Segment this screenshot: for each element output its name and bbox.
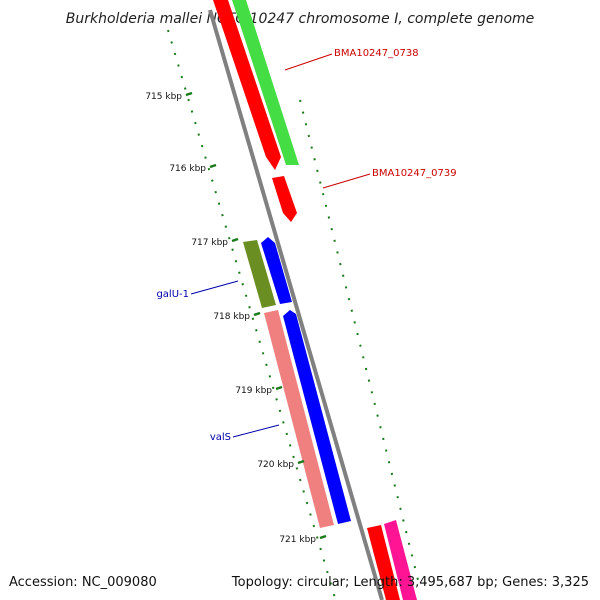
tick-label: 715 kbp (145, 92, 182, 102)
inner-scale-track (167, 29, 336, 599)
leader-line-galu1 (190, 280, 239, 295)
gene-label-bma0739[interactable]: BMA10247_0739 (372, 168, 457, 179)
tick-label: 720 kbp (257, 460, 294, 470)
tick-label: 721 kbp (279, 535, 316, 545)
leader-line-vals (232, 424, 280, 438)
gene-label-galu1[interactable]: galU-1 (156, 289, 189, 300)
leader-line-bma0739 (322, 173, 371, 189)
gene-bar-green-1[interactable] (232, 0, 299, 165)
scale-ticks: 715 kbp 716 kbp 717 kbp 718 kbp 719 kbp 720 k… (145, 91, 327, 545)
gene-bar-red-2[interactable] (272, 176, 297, 222)
gene-bar-red-3[interactable] (367, 525, 400, 600)
gene-label-bma0738[interactable]: BMA10247_0738 (334, 48, 419, 59)
tick-mark (209, 163, 217, 169)
tick-mark (253, 311, 261, 317)
tick-label: 716 kbp (169, 164, 206, 174)
gene-bar-red-1[interactable] (213, 0, 281, 170)
tick-label: 717 kbp (191, 238, 228, 248)
gene-bar-pink[interactable] (264, 310, 334, 528)
backbone-line (208, 9, 384, 600)
tick-mark (275, 385, 283, 391)
gene-bar-magenta[interactable] (384, 520, 417, 600)
gene-label-vals[interactable]: valS (210, 432, 231, 443)
map-title: Burkholderia mallei NCTC 10247 chromosom… (66, 11, 535, 27)
gene-bar-olive[interactable] (243, 240, 276, 308)
tick-mark (231, 237, 239, 243)
leader-line-bma0738 (284, 53, 333, 71)
tick-mark (185, 91, 193, 97)
gene-bar-blue-2[interactable] (283, 310, 351, 524)
gene-bar-blue-1[interactable] (261, 237, 292, 304)
tick-mark (319, 534, 327, 540)
gene-features (213, 0, 417, 600)
tick-label: 718 kbp (213, 312, 250, 322)
topology-label: Topology: circular; Length: 3,495,687 bp… (231, 575, 589, 590)
tick-label: 719 kbp (235, 386, 272, 396)
tick-mark (297, 459, 305, 465)
accession-label: Accession: NC_009080 (9, 575, 157, 590)
